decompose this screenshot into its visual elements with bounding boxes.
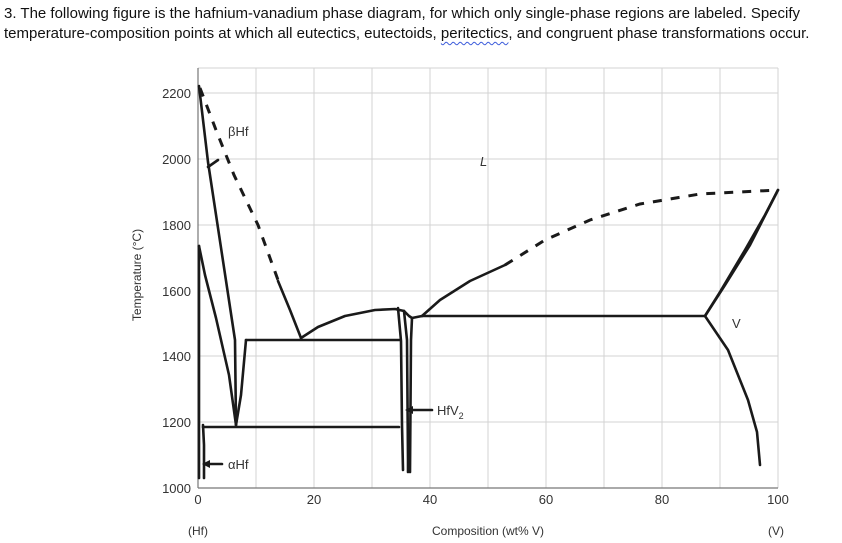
beta-solvus xyxy=(234,338,248,427)
x-tick-20: 20 xyxy=(307,492,321,507)
y-tick-1400: 1400 xyxy=(162,349,191,364)
y-tick-1200: 1200 xyxy=(162,415,191,430)
beta-transus-left xyxy=(197,84,238,427)
x-left-label: (Hf) xyxy=(188,524,208,538)
y-tick-1800: 1800 xyxy=(162,218,191,233)
peritectic-join xyxy=(402,309,424,320)
x-tick-80: 80 xyxy=(655,492,669,507)
alpha-arrowhead xyxy=(202,460,210,468)
question-line-2-start: temperature-composition points at which … xyxy=(4,25,437,42)
x-tick-0: 0 xyxy=(194,492,201,507)
x-tick-100: 100 xyxy=(767,492,789,507)
hfv2-label-base: HfV xyxy=(437,403,459,418)
question-line-2-end: , and congruent phase transformations oc… xyxy=(508,25,810,42)
region-labels: βHf L αHf HfV2 V xyxy=(228,124,741,472)
liquid-label: L xyxy=(480,154,487,169)
liquidus-right-dashed xyxy=(504,188,779,267)
x-tick-labels: 0 20 40 60 80 100 xyxy=(194,492,788,507)
compound-inner-edge xyxy=(402,309,410,474)
y-tick-1600: 1600 xyxy=(162,284,191,299)
hfv2-label: HfV2 xyxy=(437,403,464,421)
beta-hf-label: βHf xyxy=(228,124,249,139)
x-tick-60: 60 xyxy=(539,492,553,507)
hfv2-label-sub: 2 xyxy=(459,411,464,421)
hfv2-arrowhead xyxy=(405,406,413,414)
small-tick xyxy=(206,158,220,169)
question-line-2: temperature-composition points at which … xyxy=(4,24,840,44)
y-tick-2200: 2200 xyxy=(162,86,191,101)
compound-left-edge xyxy=(396,306,405,472)
y-tick-labels: 1000 1200 1400 1600 1800 2000 2200 xyxy=(162,86,191,496)
alpha-hf-label: αHf xyxy=(228,457,249,472)
grid xyxy=(198,67,779,488)
spellcheck-word: peritectics xyxy=(440,25,509,42)
x-axis-title: Composition (wt% V) xyxy=(432,524,544,538)
v-solidus xyxy=(703,188,780,318)
liquidus-right-solid xyxy=(420,263,507,318)
x-right-label: (V) xyxy=(768,524,784,538)
liquidus-middle xyxy=(299,307,406,340)
alpha-solvus xyxy=(201,423,206,480)
beta-transus-lower xyxy=(197,244,238,427)
phase-boundaries xyxy=(197,84,780,480)
question-text: 3. The following figure is the hafnium-v… xyxy=(4,4,840,44)
liquidus-left-solid xyxy=(276,279,303,340)
x-tick-40: 40 xyxy=(423,492,437,507)
y-tick-2000: 2000 xyxy=(162,152,191,167)
v-solvus xyxy=(703,314,762,467)
y-axis-title: Temperature (°C) xyxy=(130,229,144,321)
compound-right-edge xyxy=(408,316,414,474)
v-label: V xyxy=(732,316,741,331)
y-tick-1000: 1000 xyxy=(162,481,191,496)
question-line-1: 3. The following figure is the hafnium-v… xyxy=(4,5,801,22)
liquidus-left-dashed xyxy=(198,87,280,281)
